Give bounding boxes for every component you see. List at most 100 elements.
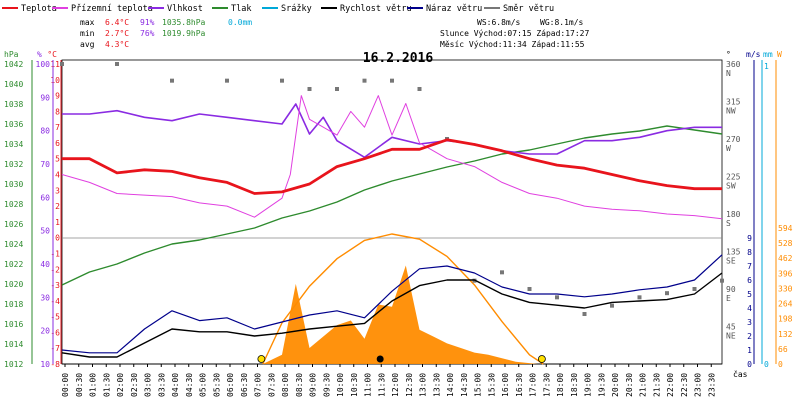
- series-direction-point-19: [692, 287, 697, 291]
- x-tick-label-43: 21:30: [652, 373, 661, 397]
- x-tick-label-34: 17:00: [529, 373, 538, 397]
- tick-w-198: 198: [778, 315, 793, 324]
- x-tick-label-6: 03:00: [144, 373, 153, 397]
- tick-dir-14: 45: [726, 323, 736, 332]
- series-direction-point-4: [280, 78, 284, 83]
- legend-label-4: Srážky: [281, 4, 312, 14]
- series-direction-point-6: [335, 87, 339, 91]
- x-tick-label-12: 06:00: [226, 373, 235, 397]
- tick-degc-6: 6: [55, 139, 60, 148]
- stat-1-3: 1019.9hPa: [162, 29, 206, 38]
- tick-dir-10: 135: [726, 248, 741, 257]
- tick-degc-5: 5: [55, 155, 60, 164]
- stat-1-0: min: [80, 29, 95, 38]
- legend-label-3: Tlak: [231, 4, 251, 14]
- tick-pct-80: 80: [40, 127, 50, 136]
- tick-degc--7: -7: [50, 344, 60, 353]
- tick-ms-3: 3: [747, 318, 752, 327]
- tick-hpa-1026: 1026: [4, 220, 23, 229]
- series-direction-point-3: [225, 78, 229, 83]
- series-direction-point-14: [555, 295, 559, 300]
- series-pressure-line: [61, 125, 723, 286]
- x-tick-label-19: 09:30: [322, 373, 331, 397]
- tick-dir-11: SE: [726, 257, 736, 266]
- tick-pct-90: 90: [40, 93, 50, 102]
- tick-pct-50: 50: [40, 227, 50, 236]
- series-direction-point-1: [115, 62, 119, 66]
- axes: hPa% °C1042104010381036103410321030102810…: [4, 50, 793, 397]
- x-tick-label-31: 15:30: [487, 373, 496, 397]
- x-tick-label-38: 19:00: [584, 373, 593, 397]
- x-tick-label-22: 11:00: [364, 373, 373, 397]
- tick-w-462: 462: [778, 254, 793, 263]
- x-tick-label-15: 07:30: [267, 373, 276, 397]
- tick-hpa-1040: 1040: [4, 80, 23, 89]
- x-tick-label-32: 16:00: [501, 373, 510, 397]
- x-tick-label-25: 12:30: [405, 373, 414, 397]
- tick-degc-10: 10: [50, 76, 60, 85]
- sunrise-marker: [257, 355, 266, 363]
- stat-0-4: 0.0mm: [228, 18, 252, 27]
- tick-dir-3: NW: [726, 107, 736, 116]
- tick-hpa-1020: 1020: [4, 280, 23, 289]
- x-tick-label-28: 14:00: [446, 373, 455, 397]
- tick-hpa-1038: 1038: [4, 100, 23, 109]
- tick-ms-2: 2: [747, 332, 752, 341]
- tick-degc-0: 0: [55, 234, 60, 243]
- tick-hpa-1022: 1022: [4, 260, 23, 269]
- moon-marker: [376, 355, 384, 363]
- x-tick-label-23: 11:30: [377, 373, 386, 397]
- tick-degc-8: 8: [55, 107, 60, 116]
- tick-dir-7: SW: [726, 182, 736, 191]
- x-tick-label-7: 03:30: [157, 373, 166, 397]
- stat-0-2: 91%: [140, 18, 155, 27]
- tick-degc-1: 1: [55, 218, 60, 227]
- tick-ms-8: 8: [747, 248, 752, 257]
- x-tick-label-9: 04:30: [185, 373, 194, 397]
- series-direction-point-2: [170, 78, 174, 83]
- stat-0-1: 6.4°C: [105, 18, 129, 27]
- tick-degc-11: 11: [50, 60, 60, 69]
- tick-ms-9: 9: [747, 234, 752, 243]
- chart-title: 16.2.2016: [363, 51, 434, 66]
- x-tick-label-21: 10:30: [350, 373, 359, 397]
- tick-degc-4: 4: [55, 171, 60, 180]
- tick-dir-9: S: [726, 219, 731, 228]
- stat-0-3: 1035.8hPa: [162, 18, 206, 27]
- tick-pct-30: 30: [40, 293, 50, 302]
- series-direction-point-8: [390, 78, 394, 83]
- stat-wind-speed: WS:6.8m/s: [477, 18, 521, 27]
- series-direction-point-16: [610, 303, 614, 308]
- legend-label-6: Náraz větru: [426, 4, 482, 14]
- plot-area: [60, 62, 724, 365]
- tick-ms-4: 4: [747, 304, 752, 313]
- stat-1-2: 76%: [140, 29, 155, 38]
- stats-panel: max 6.4°C 91% 1035.8hPa 0.0mm min 2.7°C 76% 1019…: [80, 18, 589, 49]
- series-direction-point-18: [665, 291, 669, 296]
- tick-dir-15: NE: [726, 332, 736, 341]
- tick-hpa-1032: 1032: [4, 160, 23, 169]
- x-tick-label-20: 10:00: [336, 373, 345, 397]
- tick-degc-9: 9: [55, 92, 60, 101]
- x-tick-label-26: 13:00: [419, 373, 428, 397]
- x-tick-label-45: 22:30: [680, 373, 689, 397]
- tick-dir-0: 360: [726, 60, 741, 69]
- tick-degc-3: 3: [55, 186, 60, 195]
- series-direction-point-12: [500, 270, 504, 275]
- tick-pct-40: 40: [40, 260, 50, 269]
- tick-pct-10: 10: [40, 360, 50, 369]
- x-tick-label-11: 05:30: [212, 373, 221, 397]
- stat-wind-gust: WG:8.1m/s: [540, 18, 584, 27]
- tick-dir-6: 225: [726, 173, 741, 182]
- stat-0-0: max: [80, 18, 95, 27]
- x-tick-label-13: 06:30: [240, 373, 249, 397]
- tick-dir-5: W: [726, 144, 731, 153]
- stat-2-1: 4.3°C: [105, 40, 129, 49]
- x-tick-label-37: 18:30: [570, 373, 579, 397]
- tick-hpa-1024: 1024: [4, 240, 23, 249]
- legend-label-7: Směr větru: [503, 4, 554, 14]
- tick-w-0: 0: [778, 360, 783, 369]
- tick-w-132: 132: [778, 330, 793, 339]
- tick-w-528: 528: [778, 239, 793, 248]
- tick-degc-2: 2: [55, 202, 60, 211]
